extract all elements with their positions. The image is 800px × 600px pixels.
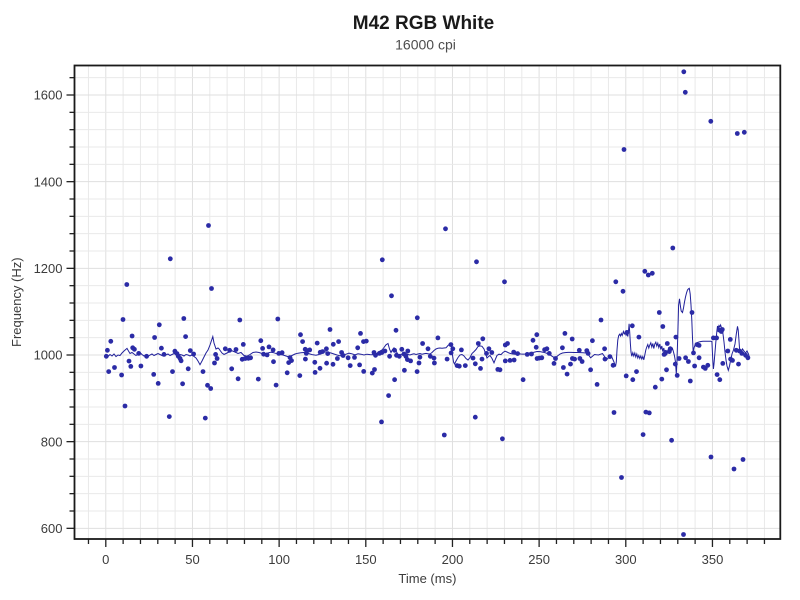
- svg-text:1600: 1600: [34, 88, 63, 103]
- svg-text:1200: 1200: [34, 261, 63, 276]
- svg-text:Frequency (Hz): Frequency (Hz): [9, 257, 24, 347]
- svg-text:200: 200: [442, 552, 464, 567]
- svg-text:16000 cpi: 16000 cpi: [395, 37, 456, 53]
- svg-text:600: 600: [41, 521, 63, 536]
- svg-text:350: 350: [702, 552, 724, 567]
- svg-text:1000: 1000: [34, 348, 63, 363]
- svg-text:250: 250: [528, 552, 550, 567]
- svg-text:Time (ms): Time (ms): [398, 571, 456, 586]
- svg-text:50: 50: [185, 552, 199, 567]
- svg-text:100: 100: [268, 552, 290, 567]
- svg-text:150: 150: [355, 552, 377, 567]
- svg-text:1400: 1400: [34, 174, 63, 189]
- svg-text:300: 300: [615, 552, 637, 567]
- svg-text:M42 RGB White: M42 RGB White: [353, 13, 494, 34]
- svg-text:0: 0: [102, 552, 109, 567]
- svg-text:800: 800: [41, 434, 63, 449]
